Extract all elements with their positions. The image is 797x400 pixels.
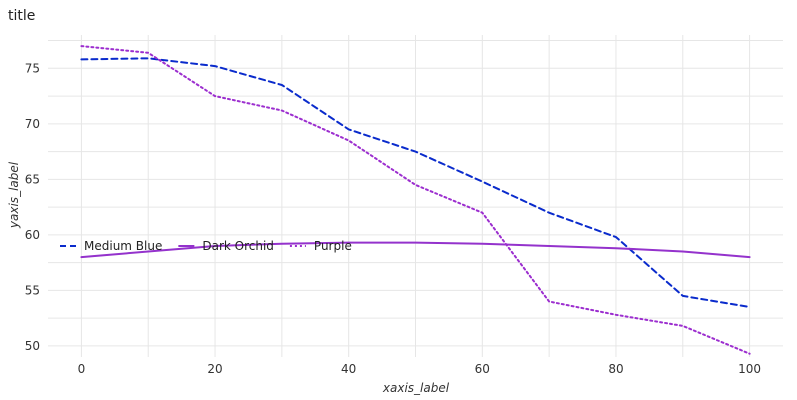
x-tick-label: 100 xyxy=(738,362,761,376)
legend-entry: Purple xyxy=(314,239,352,253)
x-axis-label: xaxis_label xyxy=(382,381,450,395)
y-tick-label: 65 xyxy=(25,172,40,186)
series-lines xyxy=(80,45,751,355)
legend: Medium Blue Dark Orchid Purple xyxy=(60,239,352,253)
y-axis-label: yaxis_label xyxy=(7,161,21,229)
y-tick-label: 75 xyxy=(25,61,40,75)
legend-entry: Medium Blue xyxy=(84,239,162,253)
x-tick-label: 0 xyxy=(78,362,86,376)
chart-title: title xyxy=(8,8,35,24)
x-tick-label: 20 xyxy=(207,362,222,376)
y-axis-ticks: 50 55 60 65 70 75 xyxy=(25,61,40,353)
x-axis-ticks: 0 20 40 60 80 100 xyxy=(78,362,761,376)
y-tick-label: 60 xyxy=(25,228,40,242)
x-tick-label: 80 xyxy=(608,362,623,376)
y-tick-label: 50 xyxy=(25,339,40,353)
y-tick-label: 55 xyxy=(25,283,40,297)
x-tick-label: 40 xyxy=(341,362,356,376)
grid xyxy=(48,35,783,357)
x-tick-label: 60 xyxy=(475,362,490,376)
legend-entry: Dark Orchid xyxy=(202,239,274,253)
series-line-medium-blue xyxy=(80,57,751,308)
y-tick-label: 70 xyxy=(25,117,40,131)
series-line-dark-orchid xyxy=(80,241,751,259)
series-line-purple xyxy=(80,45,751,355)
